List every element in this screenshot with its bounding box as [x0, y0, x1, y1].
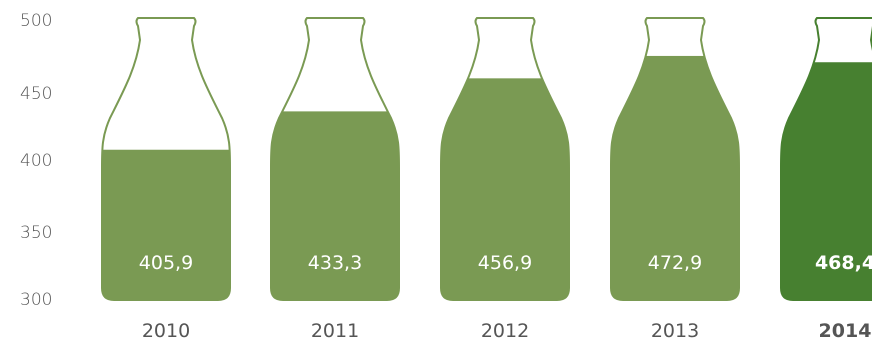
data-label: 456,9 [478, 252, 532, 274]
bottle-2012: 456,9 [440, 17, 570, 301]
data-label: 472,9 [648, 252, 702, 274]
bottle-outline [780, 17, 872, 301]
bar-fill [441, 78, 569, 300]
data-label: 433,3 [308, 252, 362, 274]
bottle-outline [440, 17, 570, 301]
y-tick-label: 300 [20, 290, 52, 310]
bottle-outline [610, 17, 740, 301]
bar-fill [271, 111, 399, 300]
bottle-2011: 433,3 [270, 17, 400, 301]
bottle-bars: 405,9 433,3 456,9 472,9 468,4 [101, 17, 872, 301]
y-tick-label: 450 [20, 84, 52, 104]
x-tick-label: 2012 [481, 320, 529, 342]
bar-fill [102, 149, 230, 300]
x-tick-label: 2013 [651, 320, 699, 342]
data-label: 405,9 [139, 252, 193, 274]
y-tick-label: 400 [20, 151, 52, 171]
bottle-2010: 405,9 [101, 17, 231, 301]
x-tick-label: 2011 [311, 320, 359, 342]
data-label: 468,4 [815, 252, 872, 274]
y-axis: 500 450 400 350 300 [20, 11, 52, 310]
bottle-outline [270, 17, 400, 301]
y-tick-label: 350 [20, 223, 52, 243]
bottle-2013: 472,9 [610, 17, 740, 301]
x-tick-label-highlight: 2014 [819, 320, 872, 342]
x-tick-label: 2010 [142, 320, 190, 342]
x-axis: 2010 2011 2012 2013 2014 [142, 320, 872, 342]
bottle-outline [101, 17, 231, 301]
bottle-2014: 468,4 [780, 17, 872, 301]
bar-fill [611, 55, 739, 300]
y-tick-label: 500 [20, 11, 52, 31]
